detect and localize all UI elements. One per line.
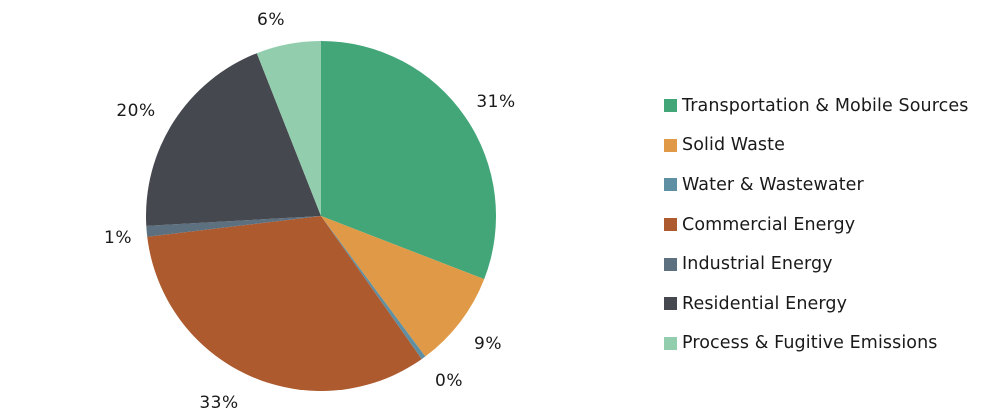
data-label: 9% xyxy=(474,334,502,354)
data-label: 31% xyxy=(476,92,516,112)
legend-item-industrial: Industrial Energy xyxy=(664,244,968,284)
legend-item-residential: Residential Energy xyxy=(664,284,968,324)
legend-item-transportation: Transportation & Mobile Sources xyxy=(664,86,968,126)
legend-label: Commercial Energy xyxy=(682,214,856,235)
legend-label: Industrial Energy xyxy=(682,254,833,275)
legend-swatch-icon xyxy=(664,336,677,350)
data-label: 6% xyxy=(257,10,285,30)
pie-slice-process-fugitive-emissions xyxy=(256,41,321,216)
data-label: 0% xyxy=(435,371,463,391)
legend-item-water: Water & Wastewater xyxy=(664,165,968,205)
legend-item-solid-waste: Solid Waste xyxy=(664,126,968,166)
legend-swatch-icon xyxy=(664,138,677,152)
legend-item-process: Process & Fugitive Emissions xyxy=(664,324,968,364)
legend-swatch-icon xyxy=(664,178,677,192)
data-label: 33% xyxy=(199,393,239,413)
legend-label: Transportation & Mobile Sources xyxy=(682,95,969,116)
legend: Transportation & Mobile Sources Solid Wa… xyxy=(664,86,968,363)
legend-label: Residential Energy xyxy=(682,293,848,314)
pie-slice-transportation-mobile-sources xyxy=(321,41,497,280)
pie-slice-commercial-energy xyxy=(147,216,422,391)
legend-item-commercial: Commercial Energy xyxy=(664,205,968,245)
legend-label: Water & Wastewater xyxy=(682,174,864,195)
pie-slice-residential-energy xyxy=(146,53,321,226)
legend-swatch-icon xyxy=(664,99,677,113)
legend-swatch-icon xyxy=(664,297,677,311)
legend-label: Process & Fugitive Emissions xyxy=(682,333,938,354)
pie-slice-water-wastewater xyxy=(321,216,426,360)
legend-swatch-icon xyxy=(664,218,677,232)
pie-slice-industrial-energy xyxy=(146,216,321,237)
legend-label: Solid Waste xyxy=(682,135,785,156)
data-label: 20% xyxy=(116,101,156,121)
data-label: 1% xyxy=(104,228,132,248)
legend-swatch-icon xyxy=(664,257,677,271)
pie-slice-solid-waste xyxy=(321,216,485,357)
